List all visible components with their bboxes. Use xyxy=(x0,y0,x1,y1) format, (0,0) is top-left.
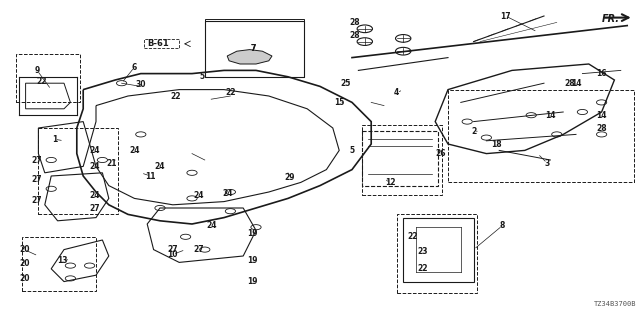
Text: 27: 27 xyxy=(168,245,178,254)
Text: 14: 14 xyxy=(596,111,607,120)
Text: 27: 27 xyxy=(90,204,100,212)
Text: 24: 24 xyxy=(193,191,204,200)
Text: 28: 28 xyxy=(349,18,360,27)
Text: 24: 24 xyxy=(206,221,216,230)
Text: 24: 24 xyxy=(90,191,100,200)
Text: 4: 4 xyxy=(394,88,399,97)
Text: 14: 14 xyxy=(545,111,556,120)
Text: 5: 5 xyxy=(199,72,204,81)
Bar xyxy=(397,214,477,293)
Text: 28: 28 xyxy=(564,79,575,88)
Polygon shape xyxy=(227,50,272,64)
Text: 7: 7 xyxy=(250,44,255,52)
Bar xyxy=(22,237,96,291)
Text: 14: 14 xyxy=(571,79,581,88)
Text: 2: 2 xyxy=(471,127,476,136)
Text: TZ34B3700B: TZ34B3700B xyxy=(595,301,637,307)
Text: 27: 27 xyxy=(32,156,42,164)
Bar xyxy=(448,90,634,182)
Text: 27: 27 xyxy=(32,196,42,204)
Text: 7: 7 xyxy=(250,44,255,52)
Text: 11: 11 xyxy=(145,172,156,180)
Text: 10: 10 xyxy=(168,250,178,259)
Text: 1: 1 xyxy=(52,135,57,144)
Text: 24: 24 xyxy=(129,146,140,155)
Text: 20: 20 xyxy=(19,260,29,268)
Bar xyxy=(16,54,80,102)
Text: 9: 9 xyxy=(35,66,40,75)
Text: FR.: FR. xyxy=(602,14,620,24)
Text: 19: 19 xyxy=(248,256,258,265)
Bar xyxy=(205,21,304,77)
Text: 21: 21 xyxy=(107,159,117,168)
Text: 28: 28 xyxy=(596,124,607,132)
Text: 22: 22 xyxy=(408,232,418,241)
Bar xyxy=(38,128,118,214)
Text: 20: 20 xyxy=(19,245,29,254)
Bar xyxy=(362,125,442,195)
Text: 20: 20 xyxy=(19,274,29,283)
Text: 6: 6 xyxy=(132,63,137,72)
Text: 24: 24 xyxy=(90,162,100,171)
Text: 24: 24 xyxy=(155,162,165,171)
Text: 23: 23 xyxy=(417,247,428,256)
Text: 17: 17 xyxy=(500,12,511,20)
Text: 22: 22 xyxy=(225,88,236,97)
Text: 19: 19 xyxy=(248,229,258,238)
Text: 27: 27 xyxy=(193,245,204,254)
Text: 27: 27 xyxy=(32,175,42,184)
Text: 22: 22 xyxy=(417,264,428,273)
Text: 16: 16 xyxy=(596,69,607,78)
Text: 15: 15 xyxy=(334,98,344,107)
Text: 5: 5 xyxy=(349,146,355,155)
Text: 24: 24 xyxy=(222,189,232,198)
Text: 25: 25 xyxy=(340,79,351,88)
Text: 22: 22 xyxy=(36,77,47,86)
Text: 30: 30 xyxy=(136,80,146,89)
Text: 26: 26 xyxy=(435,149,445,158)
Text: 28: 28 xyxy=(349,31,360,40)
Text: 24: 24 xyxy=(90,146,100,155)
Text: 12: 12 xyxy=(385,178,396,187)
Text: 29: 29 xyxy=(284,173,294,182)
Text: 13: 13 xyxy=(58,256,68,265)
Text: 22: 22 xyxy=(171,92,181,100)
Text: 8: 8 xyxy=(500,221,505,230)
Text: 19: 19 xyxy=(248,277,258,286)
Bar xyxy=(205,19,304,77)
Text: 3: 3 xyxy=(545,159,550,168)
Text: B-61: B-61 xyxy=(147,39,169,48)
Bar xyxy=(144,39,179,48)
Text: 18: 18 xyxy=(491,140,501,148)
